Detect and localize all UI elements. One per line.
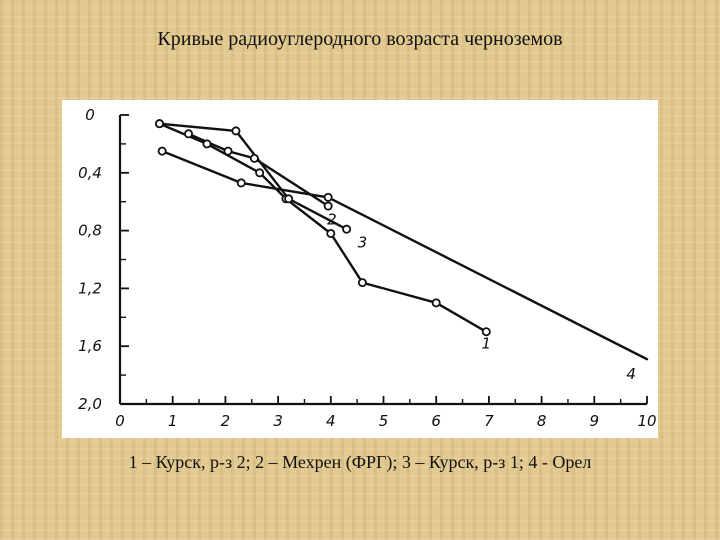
series-lines: [158, 122, 649, 361]
x-tick-label: 1: [168, 412, 178, 430]
x-tick-label: 10: [637, 412, 656, 430]
data-point: [155, 119, 165, 129]
series-label-2: 2: [327, 210, 337, 228]
y-tick-label: 1,6: [78, 337, 102, 355]
data-point: [323, 201, 333, 211]
data-point: [431, 298, 441, 308]
data-point: [255, 168, 265, 178]
series-line-1: [158, 122, 488, 334]
series-label-1: 1: [481, 335, 491, 353]
x-tick-label: 6: [431, 412, 441, 430]
series-markers: [155, 119, 491, 337]
y-tick-label: 2,0: [78, 395, 102, 413]
x-tick-label: 4: [326, 412, 336, 430]
data-point: [323, 192, 333, 202]
data-point: [249, 153, 259, 163]
series-line-3: [158, 122, 348, 231]
data-point: [342, 224, 352, 234]
data-point: [357, 278, 367, 288]
chart-panel: 0 1 2 3 4 5 6 7 8 9 10 0 0,4 0,8 1,2 1,6 2,0 1 2 3 4: [62, 100, 658, 438]
y-tick-label: 1,2: [78, 279, 102, 297]
y-tick-label: 0,4: [78, 164, 102, 182]
series-label-3: 3: [358, 233, 368, 251]
x-tick-label: 2: [221, 412, 231, 430]
data-point: [223, 146, 233, 156]
data-point: [157, 146, 167, 156]
x-tick-label: 5: [379, 412, 389, 430]
x-tick-label: 8: [537, 412, 547, 430]
labels: 1 2 3 4: [327, 210, 636, 383]
x-tick-label: 0: [115, 412, 125, 430]
data-point: [184, 129, 194, 139]
axes: 0 1 2 3 4 5 6 7 8 9 10 0 0,4 0,8 1,2 1,6 2,0: [78, 106, 656, 430]
y-tick-label: 0: [85, 106, 95, 124]
legend-caption: 1 – Курск, р-з 2; 2 – Мехрен (ФРГ); 3 – …: [128, 452, 592, 472]
data-point: [326, 228, 336, 238]
data-point: [236, 178, 246, 188]
x-tick-label: 7: [484, 412, 494, 430]
slide-title: Кривые радиоуглеродного возраста чернозе…: [157, 28, 563, 50]
data-point: [231, 126, 241, 136]
x-tick-label: 9: [590, 412, 600, 430]
y-tick-label: 0,8: [78, 222, 102, 240]
data-point: [284, 194, 294, 204]
data-point: [481, 327, 491, 337]
chart-svg: 0 1 2 3 4 5 6 7 8 9 10 0 0,4 0,8 1,2 1,6 2,0 1 2 3 4: [78, 106, 656, 430]
x-tick-label: 3: [273, 412, 283, 430]
series-line-4: [160, 149, 649, 361]
data-point: [202, 139, 212, 149]
series-label-4: 4: [626, 365, 636, 383]
